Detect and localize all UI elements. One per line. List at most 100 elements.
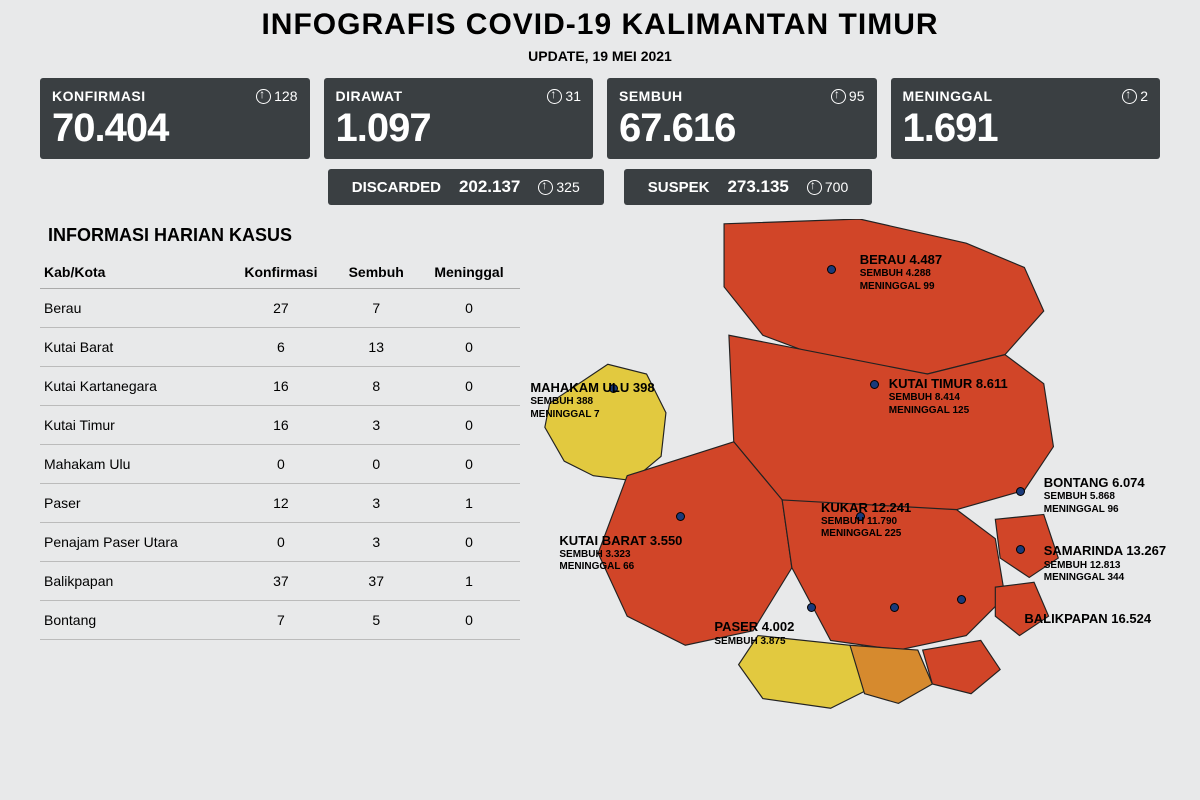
col-meninggal: Meninggal <box>418 256 520 289</box>
table-row: Berau2770 <box>40 289 520 328</box>
cell: 0 <box>418 328 520 367</box>
region-label: KUKAR 12.241 SEMBUH 11.790 MENINGGAL 225 <box>821 500 911 541</box>
cell: Berau <box>40 289 227 328</box>
stat-card-meninggal: MENINGGAL 2 1.691 <box>891 78 1161 159</box>
region-name: MAHAKAM ULU 398 <box>530 380 654 396</box>
substat-value: 273.135 <box>727 177 788 197</box>
map-dot <box>890 603 899 612</box>
region-name: KUKAR 12.241 <box>821 500 911 516</box>
table-panel: INFORMASI HARIAN KASUS Kab/KotaKonfirmas… <box>40 219 520 640</box>
stat-card-sembuh: SEMBUH 95 67.616 <box>607 78 877 159</box>
region-sembuh: SEMBUH 8.414 <box>889 392 1008 405</box>
substat-value: 202.137 <box>459 177 520 197</box>
cell: Kutai Timur <box>40 406 227 445</box>
region-label: MAHAKAM ULU 398 SEMBUH 388 MENINGGAL 7 <box>530 380 654 421</box>
stat-label: MENINGGAL <box>903 88 993 104</box>
stat-delta: 2 <box>1122 88 1148 104</box>
table-row: Kutai Kartanegara1680 <box>40 367 520 406</box>
map-dot <box>676 512 685 521</box>
map-dot <box>1016 487 1025 496</box>
region-name: KUTAI BARAT 3.550 <box>559 533 682 549</box>
cell: 7 <box>334 289 418 328</box>
substat-label: SUSPEK <box>648 179 710 196</box>
map-dot <box>870 380 879 389</box>
cell: Paser <box>40 484 227 523</box>
arrow-up-icon <box>538 180 553 195</box>
region-label: PASER 4.002 SEMBUH 3.875 <box>714 619 794 648</box>
region-label: BONTANG 6.074 SEMBUH 5.868 MENINGGAL 96 <box>1044 475 1145 516</box>
region-name: BONTANG 6.074 <box>1044 475 1145 491</box>
arrow-up-icon <box>831 89 846 104</box>
stat-label: SEMBUH <box>619 88 683 104</box>
region-name: SAMARINDA 13.267 <box>1044 543 1166 559</box>
header: INFOGRAFIS COVID-19 KALIMANTAN TIMUR UPD… <box>0 0 1200 68</box>
region-sembuh: SEMBUH 5.868 <box>1044 491 1145 504</box>
stat-value: 1.691 <box>903 106 1149 151</box>
cell: 0 <box>418 367 520 406</box>
table-row: Kutai Timur1630 <box>40 406 520 445</box>
cell: 0 <box>418 445 520 484</box>
cell: Kutai Barat <box>40 328 227 367</box>
page-title: INFOGRAFIS COVID-19 KALIMANTAN TIMUR <box>0 8 1200 42</box>
map-dot <box>807 603 816 612</box>
cell: Penajam Paser Utara <box>40 523 227 562</box>
cell: 5 <box>334 601 418 640</box>
region-label: BERAU 4.487 SEMBUH 4.288 MENINGGAL 99 <box>860 252 942 293</box>
arrow-up-icon <box>807 180 822 195</box>
arrow-up-icon <box>547 89 562 104</box>
stat-delta: 128 <box>256 88 297 104</box>
substat-discarded: DISCARDED 202.137 325 <box>328 169 604 205</box>
region-label: SAMARINDA 13.267 SEMBUH 12.813 MENINGGAL… <box>1044 543 1166 584</box>
region-meninggal: MENINGGAL 99 <box>860 281 942 294</box>
map-overlay: BERAU 4.487 SEMBUH 4.288 MENINGGAL 99 KUT… <box>540 219 1160 640</box>
table-row: Kutai Barat6130 <box>40 328 520 367</box>
table-row: Bontang750 <box>40 601 520 640</box>
region-label: BALIKPAPAN 16.524 <box>1024 611 1151 627</box>
cell: 0 <box>227 523 334 562</box>
col-sembuh: Sembuh <box>334 256 418 289</box>
region-name: BERAU 4.487 <box>860 252 942 268</box>
col-kabkota: Kab/Kota <box>40 256 227 289</box>
table-row: Paser1231 <box>40 484 520 523</box>
cell: 7 <box>227 601 334 640</box>
substat-delta: 325 <box>538 179 579 195</box>
cell: Kutai Kartanegara <box>40 367 227 406</box>
region-meninggal: MENINGGAL 225 <box>821 528 911 541</box>
region-meninggal: MENINGGAL 96 <box>1044 504 1145 517</box>
map-dot <box>827 265 836 274</box>
region-meninggal: MENINGGAL 7 <box>530 409 654 422</box>
cell: 27 <box>227 289 334 328</box>
arrow-up-icon <box>256 89 271 104</box>
region-balikpapan <box>923 640 1001 693</box>
stat-card-konfirmasi: KONFIRMASI 128 70.404 <box>40 78 310 159</box>
page-subtitle: UPDATE, 19 MEI 2021 <box>0 48 1200 64</box>
cell: 37 <box>334 562 418 601</box>
cell: 0 <box>418 406 520 445</box>
stat-card-dirawat: DIRAWAT 31 1.097 <box>324 78 594 159</box>
cell: 0 <box>418 601 520 640</box>
region-sembuh: SEMBUH 388 <box>530 396 654 409</box>
cell: 0 <box>334 445 418 484</box>
region-sembuh: SEMBUH 11.790 <box>821 516 911 529</box>
region-meninggal: MENINGGAL 125 <box>889 405 1008 418</box>
cell: 0 <box>418 523 520 562</box>
cell: 1 <box>418 562 520 601</box>
substat-suspek: SUSPEK 273.135 700 <box>624 169 873 205</box>
region-name: PASER 4.002 <box>714 619 794 635</box>
cell: Bontang <box>40 601 227 640</box>
region-ppu <box>850 645 932 703</box>
region-label: KUTAI BARAT 3.550 SEMBUH 3.323 MENINGGAL… <box>559 533 682 574</box>
cell: 0 <box>418 289 520 328</box>
region-sembuh: SEMBUH 3.875 <box>714 636 794 649</box>
region-meninggal: MENINGGAL 344 <box>1044 572 1166 585</box>
arrow-up-icon <box>1122 89 1137 104</box>
region-name: KUTAI TIMUR 8.611 <box>889 376 1008 392</box>
table-header-row: Kab/KotaKonfirmasiSembuhMeninggal <box>40 256 520 289</box>
region-sembuh: SEMBUH 3.323 <box>559 549 682 562</box>
cell: 8 <box>334 367 418 406</box>
col-konfirmasi: Konfirmasi <box>227 256 334 289</box>
stat-delta: 95 <box>831 88 865 104</box>
cell: 16 <box>227 367 334 406</box>
map-dot <box>957 595 966 604</box>
table-body: Berau2770Kutai Barat6130Kutai Kartanegar… <box>40 289 520 640</box>
